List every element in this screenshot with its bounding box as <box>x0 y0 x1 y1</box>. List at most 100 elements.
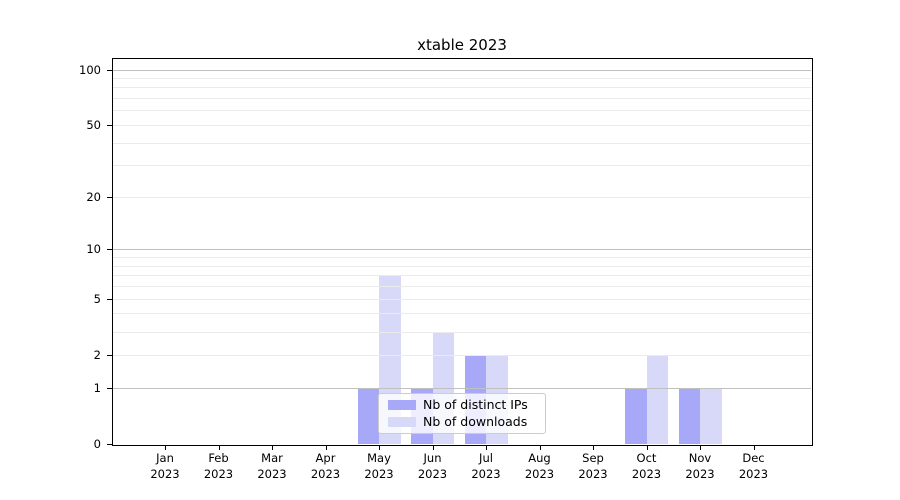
y-tick <box>107 69 112 71</box>
x-tick <box>486 445 487 450</box>
x-tick <box>593 445 594 450</box>
y-tick-label: 0 <box>93 437 101 451</box>
x-tick <box>165 445 166 450</box>
x-tick-month: Jul <box>479 451 493 465</box>
x-tick-year: 2023 <box>631 466 662 481</box>
x-tick-month: Sep <box>582 451 604 465</box>
y-tick-label: 2 <box>93 347 101 362</box>
x-tick-year: 2023 <box>364 466 394 481</box>
y-tick-label: 10 <box>86 242 101 257</box>
x-tick <box>218 445 220 450</box>
x-tick-year: 2023 <box>471 466 501 481</box>
legend-label-distinct-ips: Nb of distinct IPs <box>423 397 528 412</box>
x-tick-month: Nov <box>688 451 712 465</box>
minor-gridline <box>113 98 811 100</box>
decade-gridline <box>113 387 811 389</box>
minor-gridline <box>113 142 811 144</box>
y-tick <box>107 298 112 300</box>
chart-title: xtable 2023 <box>417 36 507 54</box>
x-tick <box>432 445 434 450</box>
bar-distinct-ips <box>625 387 647 444</box>
x-tick-label: Dec 2023 <box>722 451 786 482</box>
distinct-ips-swatch-icon <box>388 400 416 410</box>
y-tick <box>107 249 112 251</box>
minor-gridline <box>113 125 811 126</box>
x-tick-label: Nov 2023 <box>668 451 732 482</box>
x-tick-label: Aug 2023 <box>508 451 572 482</box>
x-tick-label: Jan 2023 <box>133 451 197 482</box>
x-tick-label: Jun 2023 <box>401 451 465 482</box>
y-axis: 0 1 2 5 10 20 50 100 <box>0 59 113 451</box>
minor-gridline <box>113 197 811 198</box>
x-tick-year: 2023 <box>685 466 715 481</box>
x-tick-month: Feb <box>208 451 229 465</box>
x-tick-month: Jan <box>156 451 174 465</box>
x-tick-year: 2023 <box>203 466 234 481</box>
y-tick <box>107 354 112 356</box>
bar-downloads <box>646 354 668 444</box>
x-tick <box>379 445 380 450</box>
x-tick-year: 2023 <box>417 466 448 481</box>
x-tick <box>753 445 755 450</box>
minor-gridline <box>113 275 811 277</box>
downloads-swatch-icon <box>388 417 416 427</box>
legend-item-distinct-ips: Nb of distinct IPs <box>388 398 536 412</box>
y-tick <box>107 125 112 126</box>
decade-gridline <box>113 69 811 71</box>
x-tick-month: Aug <box>528 451 551 465</box>
x-tick <box>646 445 648 450</box>
x-tick-month: Oct <box>636 451 657 465</box>
minor-gridline <box>113 298 811 300</box>
x-tick-year: 2023 <box>150 466 180 481</box>
x-tick-label: Sep 2023 <box>561 451 625 482</box>
x-tick-month: Dec <box>742 451 765 465</box>
x-tick-month: Jun <box>423 451 442 465</box>
y-tick-label: 20 <box>86 190 101 204</box>
y-tick <box>107 387 112 389</box>
decade-gridline <box>113 249 811 251</box>
x-tick-year: 2023 <box>257 466 287 481</box>
minor-gridline <box>113 331 811 333</box>
bar-downloads <box>700 387 722 444</box>
legend-label-downloads: Nb of downloads <box>423 414 528 429</box>
x-tick-month: Apr <box>315 451 336 465</box>
bar-distinct-ips <box>357 387 379 444</box>
minor-gridline <box>113 265 811 267</box>
minor-gridline <box>113 78 811 79</box>
minor-gridline <box>113 87 811 89</box>
x-tick-year: 2023 <box>738 466 769 481</box>
y-tick-label: 50 <box>86 118 101 132</box>
gridlines-layer <box>113 59 811 444</box>
legend-item-downloads: Nb of downloads <box>388 415 536 429</box>
x-tick <box>325 445 327 450</box>
x-tick-month: May <box>367 451 391 465</box>
y-tick-label: 5 <box>93 291 101 306</box>
x-tick-label: Jul 2023 <box>454 451 518 482</box>
x-tick-label: Apr 2023 <box>294 451 358 482</box>
x-tick-label: May 2023 <box>347 451 411 482</box>
minor-gridline <box>113 257 811 259</box>
x-tick-label: Feb 2023 <box>187 451 251 482</box>
y-tick-label: 100 <box>79 62 101 77</box>
plot-area <box>112 58 813 446</box>
x-tick-label: Mar 2023 <box>240 451 304 482</box>
minor-gridline <box>113 313 811 315</box>
minor-gridline <box>113 286 811 288</box>
x-tick-year: 2023 <box>524 466 555 481</box>
minor-gridline <box>113 165 811 167</box>
minor-gridline <box>113 354 811 356</box>
x-tick-label: Oct 2023 <box>615 451 679 482</box>
legend: Nb of distinct IPs Nb of downloads <box>378 393 546 434</box>
x-tick <box>700 445 701 450</box>
minor-gridline <box>113 110 811 112</box>
x-tick-year: 2023 <box>310 466 341 481</box>
x-axis: Jan 2023 Feb 2023 Mar 2023 Apr 2023 May 2023 Jun 20… <box>113 444 811 500</box>
bar-distinct-ips <box>678 387 700 444</box>
y-tick <box>107 197 112 198</box>
y-tick <box>107 444 112 445</box>
x-tick <box>539 445 541 450</box>
x-tick-year: 2023 <box>578 466 608 481</box>
y-tick-label: 1 <box>93 380 101 395</box>
x-tick <box>272 445 273 450</box>
